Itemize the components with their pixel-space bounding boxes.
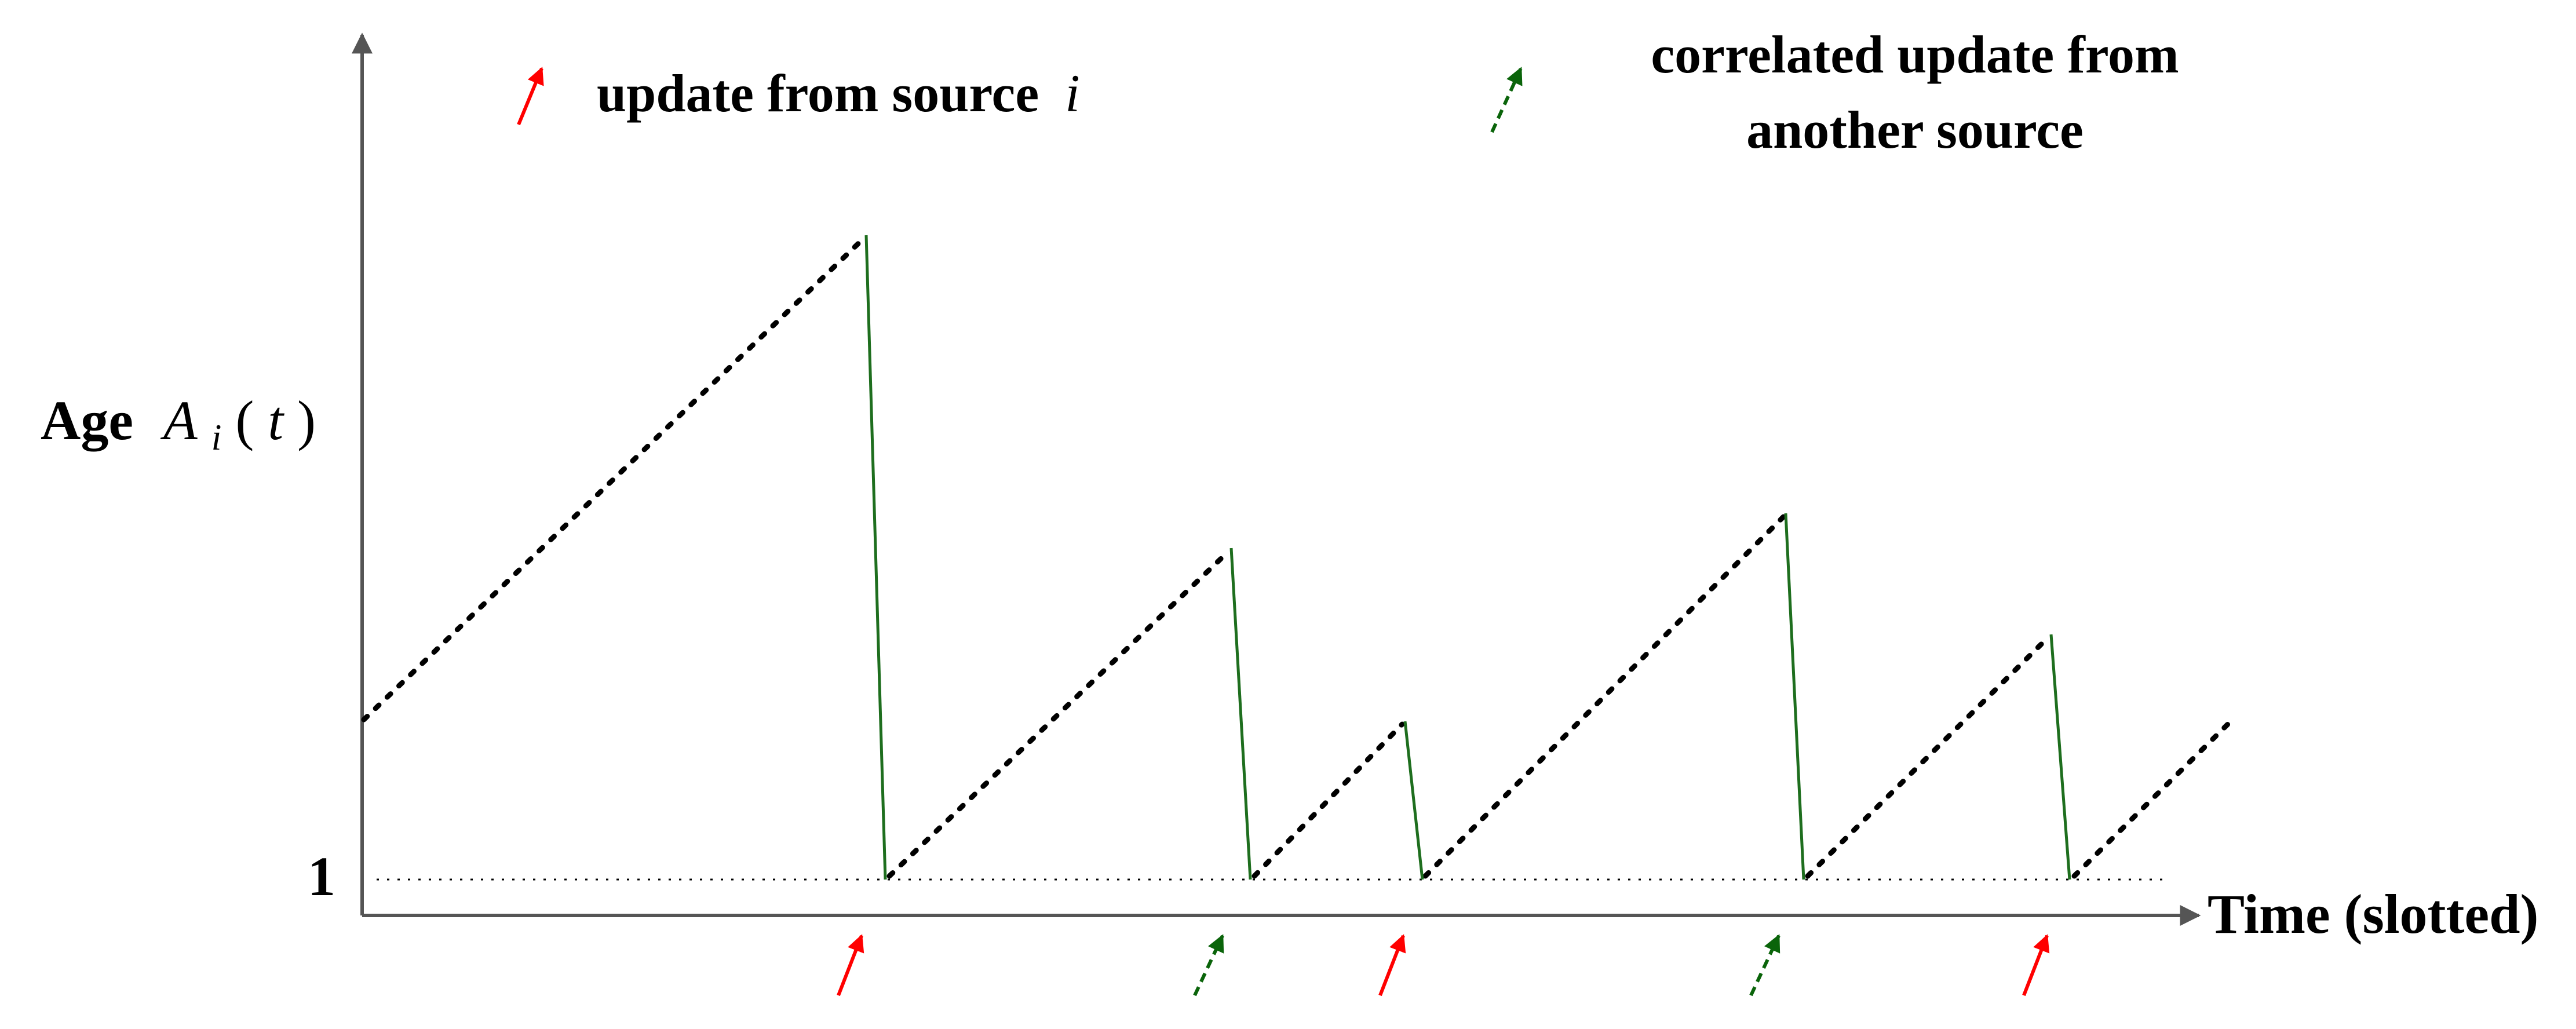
legend-source-label: update from source i (597, 64, 1080, 123)
legend-correlated-line1: correlated update from (1651, 25, 2179, 84)
age-ramps (361, 236, 2231, 879)
y-axis-label-subscript: i (211, 417, 222, 458)
age-ramp (2071, 721, 2231, 879)
source-update-arrow (837, 934, 864, 997)
age-drop (1229, 548, 1252, 880)
legend-correlated-arrow (1490, 67, 1523, 133)
source-update-arrow (2022, 934, 2050, 997)
age-ramp (1805, 634, 2051, 879)
age-ramp (1422, 514, 1786, 879)
age-drop (864, 235, 887, 880)
age-drops (864, 235, 2071, 880)
x-axis-label: Time (slotted) (2208, 883, 2538, 945)
y-axis-label: Age A i ( t ) (41, 389, 316, 462)
y-axis-label-paren-open: ( (235, 389, 254, 451)
correlated-update-arrow (1749, 934, 1780, 997)
source-update-arrow (1378, 934, 1406, 997)
age-ramp (1251, 721, 1405, 879)
age-ramp (361, 236, 866, 723)
age-drop (1784, 513, 1805, 880)
y-axis-label-argument: t (268, 389, 284, 451)
correlated-update-arrow (1193, 934, 1224, 997)
legend-correlated-line2: another source (1746, 100, 2084, 159)
y-axis-label-symbol: A (160, 389, 198, 451)
legend-source-arrow (517, 67, 544, 126)
legend-correlated-update: correlated update from another source (1490, 25, 2179, 159)
y-tick-label-one: 1 (308, 845, 335, 907)
update-arrows (837, 934, 2050, 997)
age-drop (2049, 634, 2071, 880)
age-drop (1403, 721, 1424, 880)
age-ramp (886, 549, 1231, 879)
y-axis-label-paren-close: ) (297, 389, 316, 451)
y-axis-label-word: Age (41, 389, 133, 451)
legend-source-text: update from source (597, 64, 1039, 123)
legend-source-symbol: i (1065, 64, 1080, 123)
legend-source-update: update from source i (517, 64, 1080, 126)
